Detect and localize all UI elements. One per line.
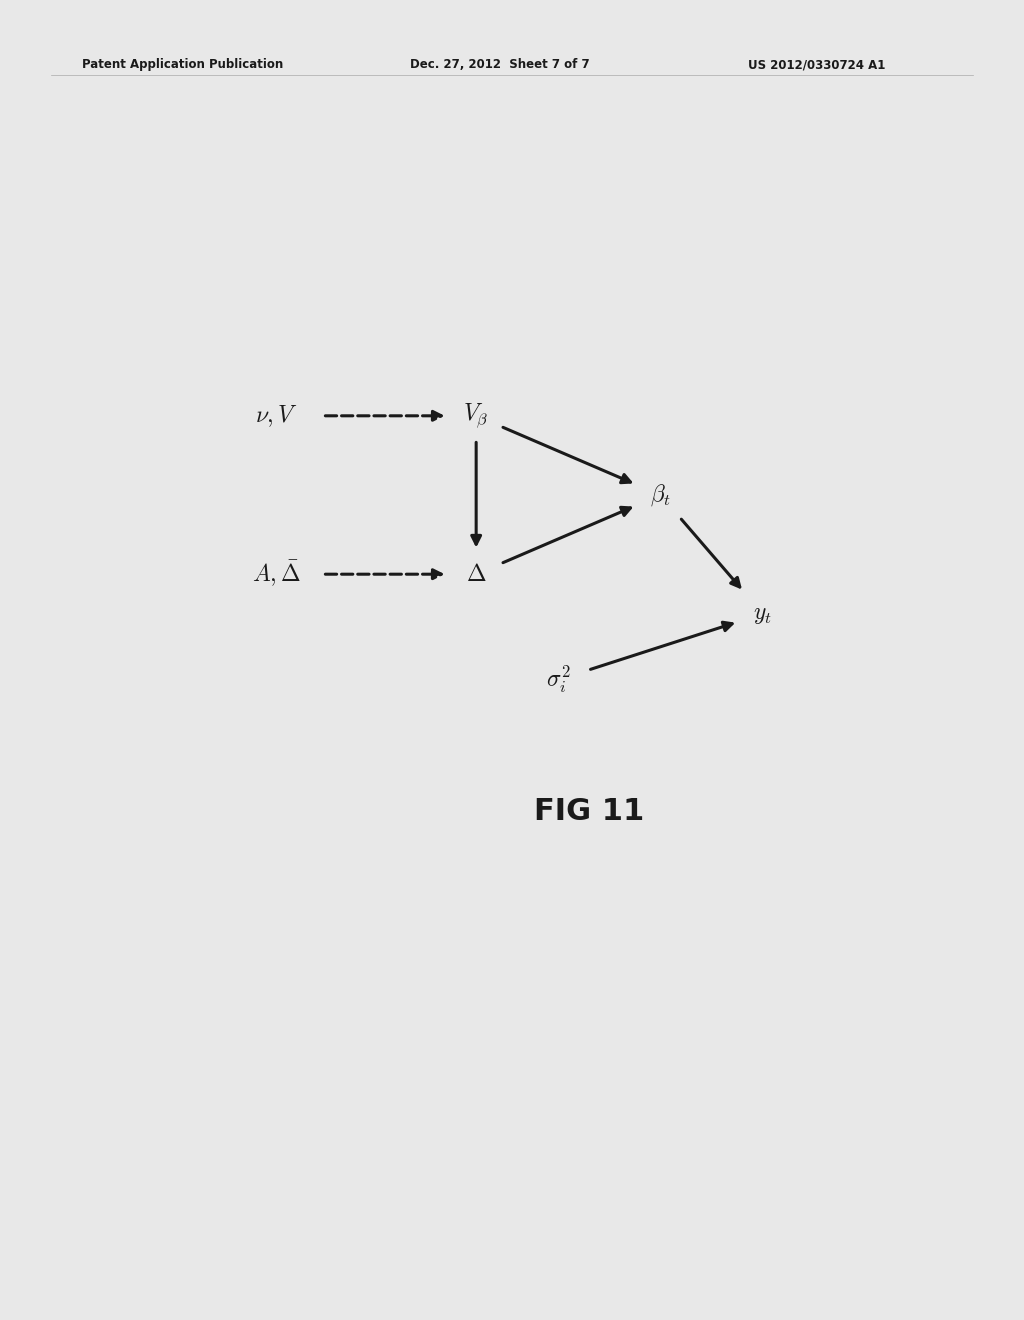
Text: $\Delta$: $\Delta$ xyxy=(466,562,486,586)
Text: $A, \bar{\Delta}$: $A, \bar{\Delta}$ xyxy=(252,558,301,590)
Text: $y_t$: $y_t$ xyxy=(754,602,772,626)
Text: FIG 11: FIG 11 xyxy=(534,797,644,826)
Text: Patent Application Publication: Patent Application Publication xyxy=(82,58,284,71)
Text: $\nu, V$: $\nu, V$ xyxy=(255,403,298,429)
Text: $\beta_t$: $\beta_t$ xyxy=(650,482,671,508)
Text: Dec. 27, 2012  Sheet 7 of 7: Dec. 27, 2012 Sheet 7 of 7 xyxy=(410,58,589,71)
Text: US 2012/0330724 A1: US 2012/0330724 A1 xyxy=(748,58,885,71)
Text: $V_{\beta}$: $V_{\beta}$ xyxy=(464,401,488,430)
Text: $\sigma_i^2$: $\sigma_i^2$ xyxy=(546,664,570,696)
